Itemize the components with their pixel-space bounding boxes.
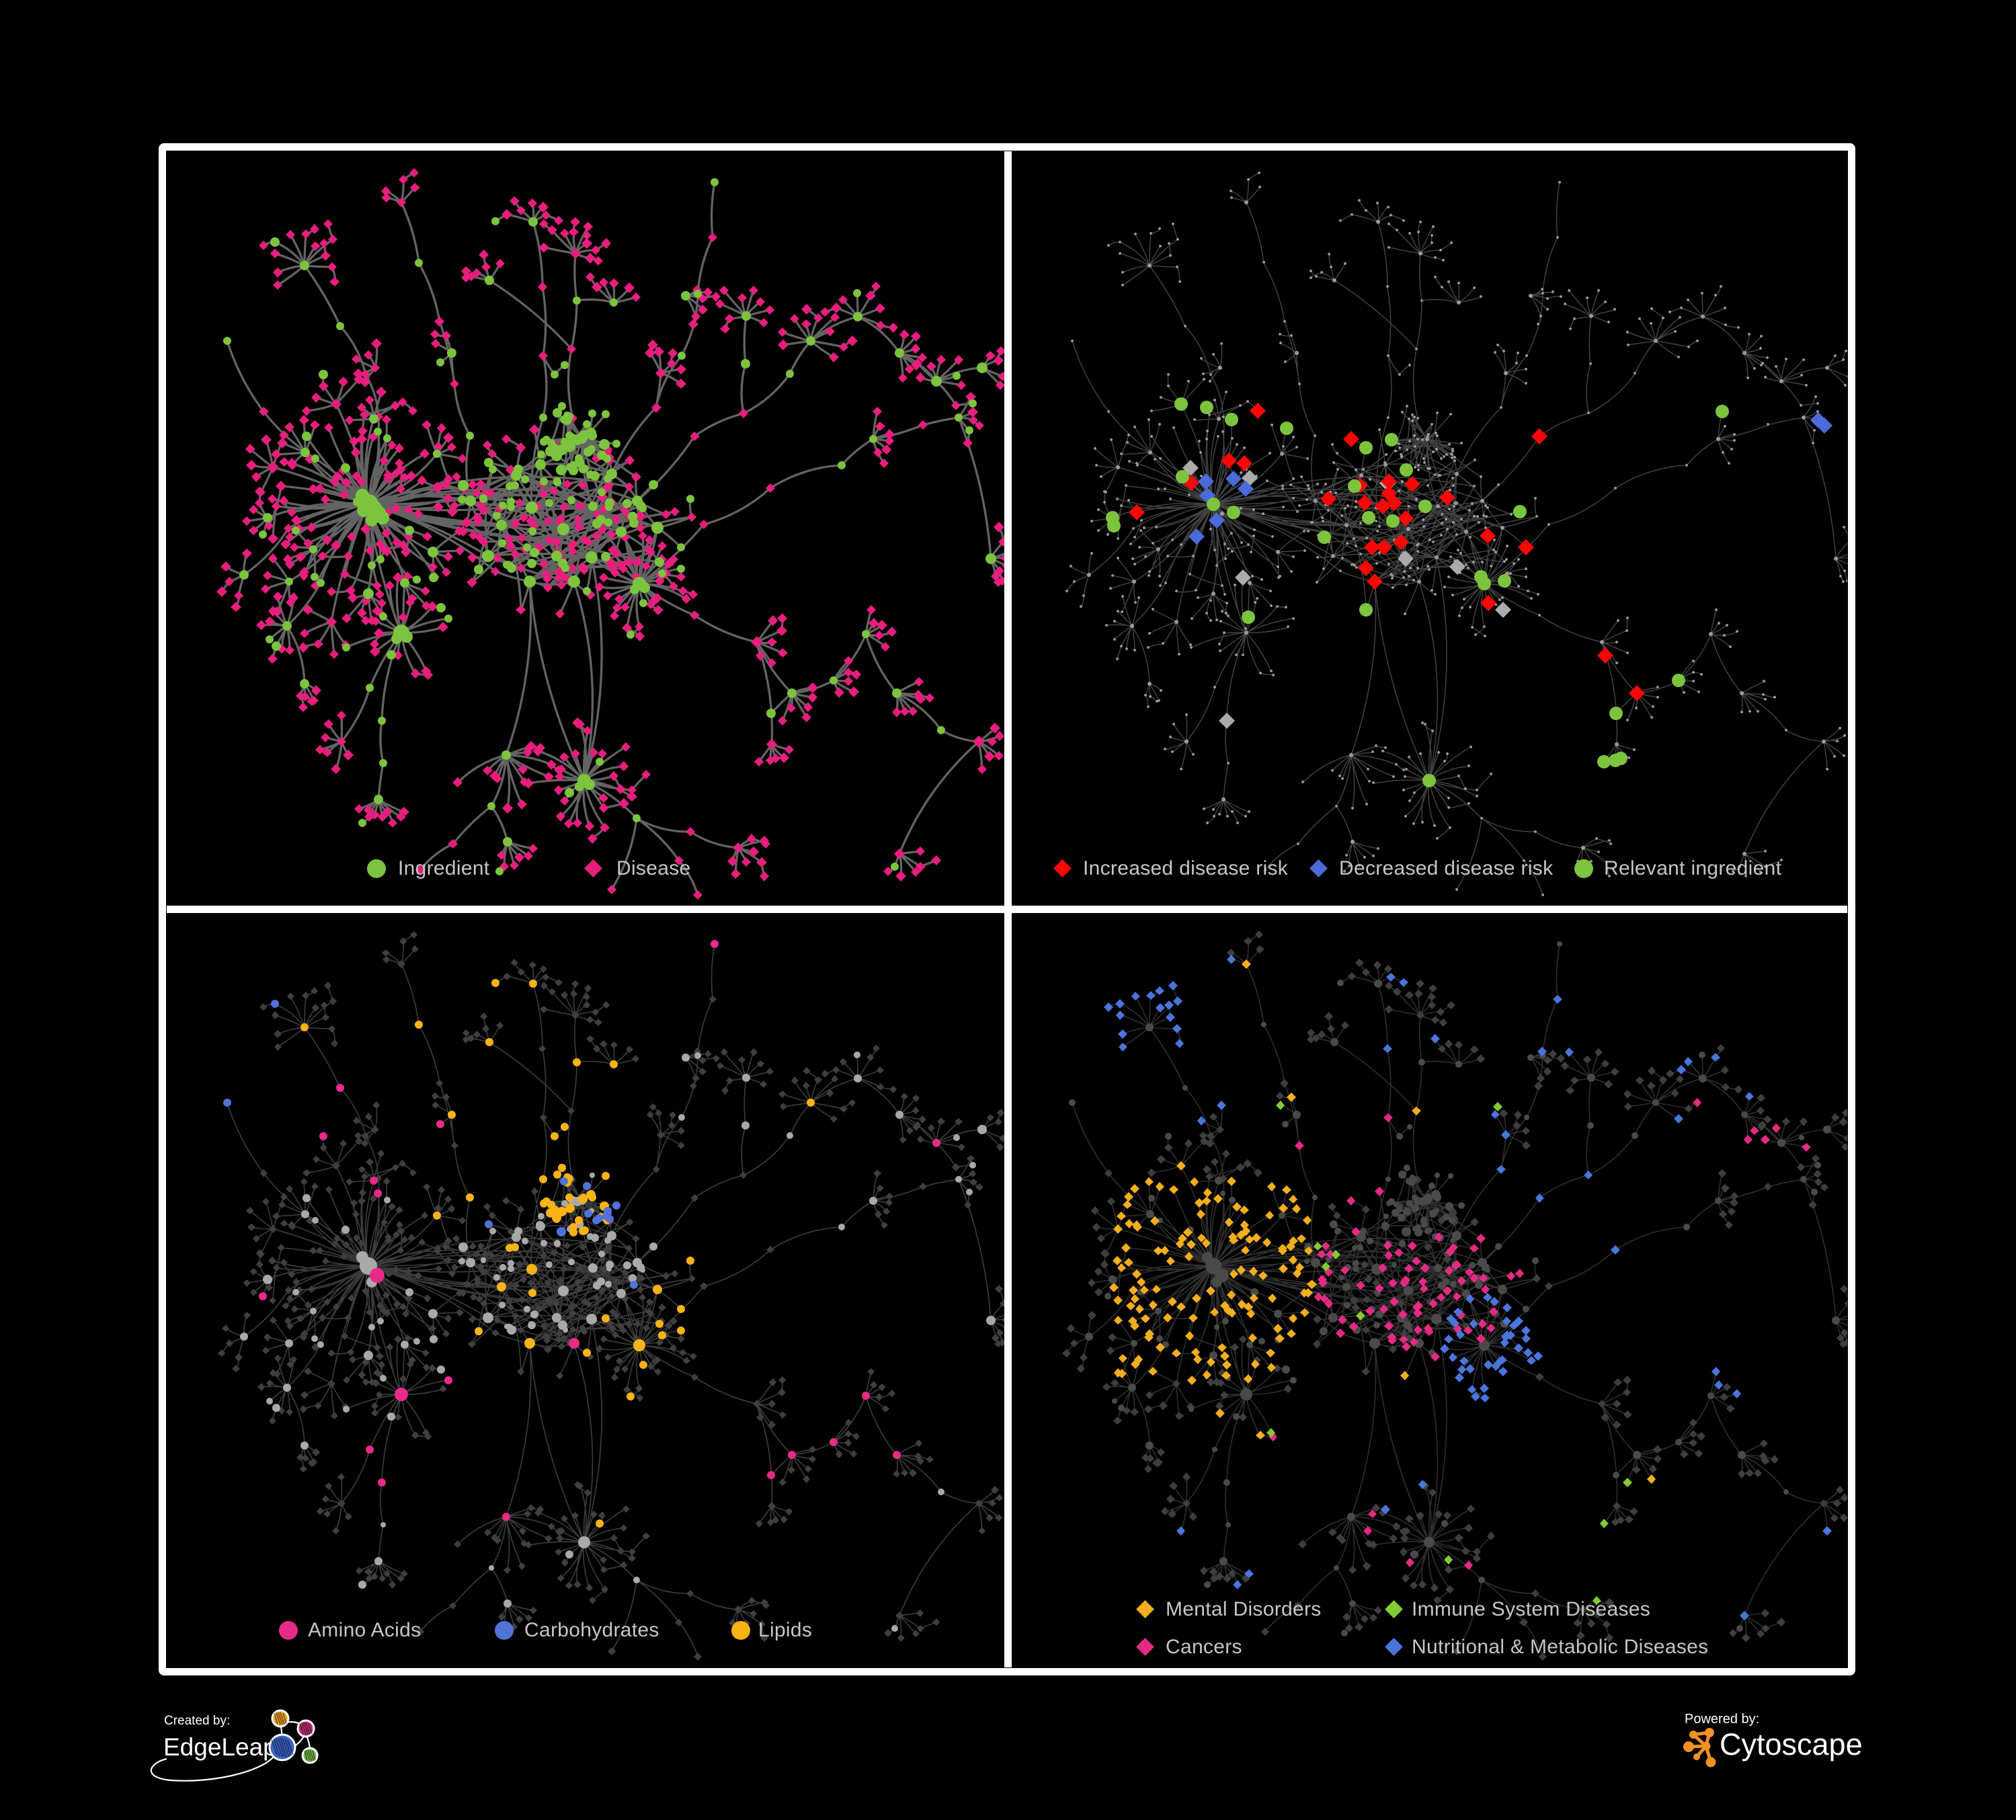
svg-text:Cytoscape: Cytoscape xyxy=(1720,1727,1863,1762)
svg-text:Powered by:: Powered by: xyxy=(1685,1712,1759,1727)
svg-text:Created by:: Created by: xyxy=(164,1714,230,1728)
svg-text:EdgeLeap: EdgeLeap xyxy=(163,1733,277,1761)
